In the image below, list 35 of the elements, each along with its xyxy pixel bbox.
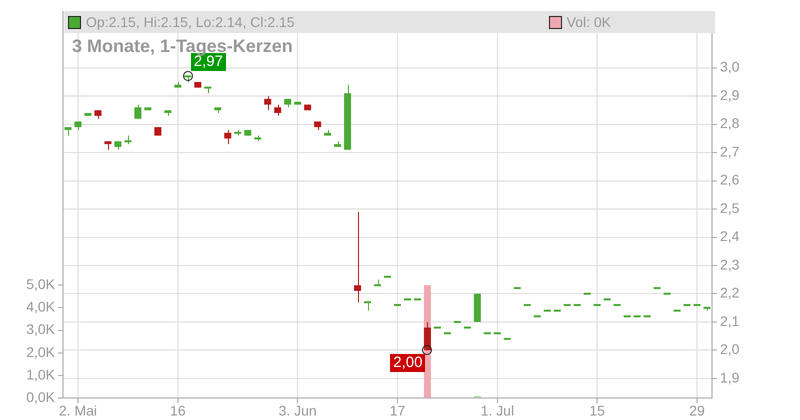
- y-tick-label: 2,6: [720, 172, 740, 188]
- y-tick-label: 2,8: [720, 115, 740, 132]
- candlestick: [164, 110, 172, 116]
- y2-tick-label: 1,0K: [26, 366, 56, 382]
- y2-tick-label: 2,0K: [26, 344, 56, 360]
- candlestick: [294, 101, 302, 106]
- candlestick: [334, 140, 342, 148]
- y2-tick-label: 5,0K: [26, 276, 56, 292]
- candlestick: [84, 112, 92, 116]
- x-tick-label: 15: [589, 402, 606, 418]
- y2-tick-label: 0,0K: [26, 389, 56, 406]
- y-tick-label: 2,2: [720, 284, 740, 301]
- candlestick: [64, 126, 72, 136]
- y-tick-label: 3,0: [720, 58, 740, 75]
- y-tick-label: 2,0: [720, 341, 740, 358]
- y2-tick-label: 3,0K: [26, 321, 56, 338]
- x-tick-label: 2. Mai: [58, 402, 98, 418]
- y-tick-label: 2,4: [720, 228, 740, 244]
- annotation: Vol: 0K: [566, 14, 611, 30]
- annotation: Op:2.15, Hi:2.15, Lo:2.14, Cl:2.15: [86, 14, 295, 30]
- y-tick-label: 2,1: [720, 312, 740, 329]
- y-tick-label: 2,9: [720, 86, 740, 103]
- y-tick-label: 2,3: [720, 256, 740, 272]
- x-tick-label: 16: [170, 402, 186, 418]
- text: 3 Monate, 1-Tages-Kerzen: [72, 36, 293, 56]
- x-tick-label: 3. Jun: [278, 402, 317, 418]
- x-tick-label: 29: [689, 402, 706, 418]
- x-tick-label: 17: [390, 402, 406, 418]
- x-tick-label: 1. Jul: [480, 402, 514, 418]
- y2-tick-label: 4,0K: [26, 298, 56, 315]
- y-tick-label: 2,7: [720, 143, 740, 160]
- y-tick-label: 2,5: [720, 200, 740, 216]
- y-tick-label: 1,9: [720, 369, 740, 386]
- candlestick: [94, 110, 102, 120]
- annotation: 2,00: [390, 354, 426, 372]
